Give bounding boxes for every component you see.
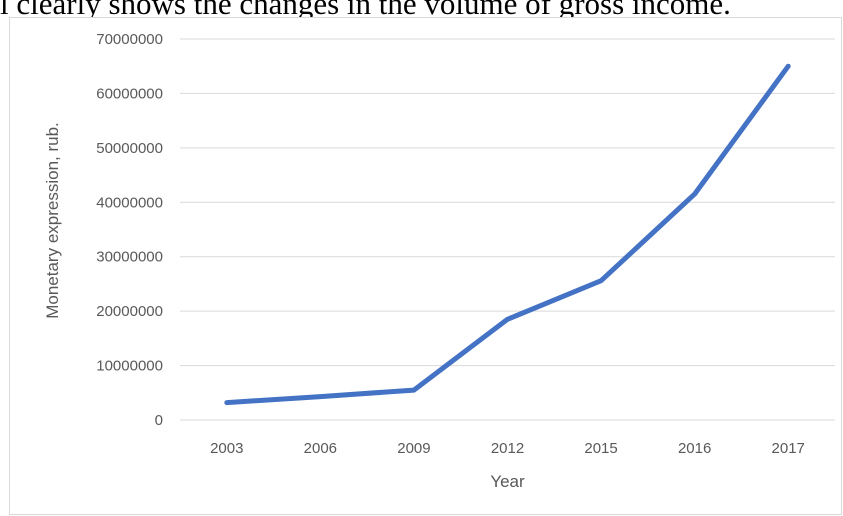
data-point — [413, 389, 415, 391]
series-layer — [224, 63, 791, 406]
caption-text: l clearly shows the changes in the volum… — [0, 0, 731, 21]
x-tick-label: 2009 — [397, 440, 430, 457]
y-tick-label: 10000000 — [96, 358, 163, 375]
chart-container — [9, 17, 842, 515]
y-axis-title: Monetary expression, rub. — [43, 122, 62, 319]
x-tick-label: 2017 — [772, 440, 805, 457]
y-tick-label: 50000000 — [96, 140, 163, 157]
y-axis-ticks: 0 10000000 20000000 30000000 40000000 5000000… — [96, 31, 163, 429]
data-point — [319, 396, 321, 398]
y-tick-label: 20000000 — [96, 303, 163, 320]
y-tick-label: 40000000 — [96, 194, 163, 211]
data-point — [600, 280, 602, 282]
series-line-0 — [224, 63, 791, 406]
gridlines — [180, 38, 835, 421]
x-axis-ticks: 2003 2006 2009 2012 2015 2016 2017 — [210, 440, 805, 457]
data-point — [694, 193, 696, 195]
y-tick-label: 0 — [155, 412, 163, 429]
x-tick-label: 2016 — [678, 440, 711, 457]
data-point — [787, 65, 789, 67]
x-tick-label: 2003 — [210, 440, 243, 457]
x-tick-label: 2006 — [304, 440, 337, 457]
x-tick-label: 2012 — [491, 440, 524, 457]
y-tick-label: 60000000 — [96, 85, 163, 102]
x-axis-title: Year — [490, 472, 525, 491]
x-tick-label: 2015 — [584, 440, 617, 457]
y-tick-label: 30000000 — [96, 249, 163, 266]
data-point — [507, 318, 508, 320]
data-point — [226, 402, 228, 404]
y-tick-label: 70000000 — [96, 31, 163, 48]
